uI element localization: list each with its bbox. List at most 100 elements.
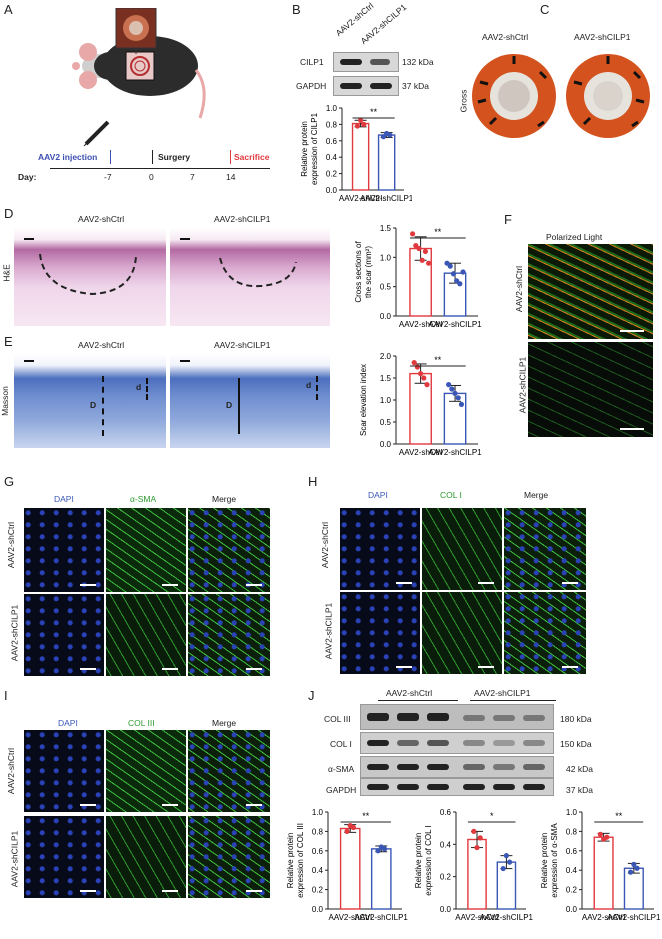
if-image [422,592,502,674]
data-point [634,865,640,871]
lane-group-label: AAV2-shCtrl [386,688,433,698]
group-label: AAV2-shCtrl [78,340,125,350]
y-tick-label: 0.4 [440,840,452,849]
y-tick-label: 0.6 [566,847,578,856]
x-tick-label: AAV2-shCILP1 [355,913,409,922]
masson-image-ctrl: D d [14,354,166,448]
panel-label-a: A [4,2,13,17]
day-tick: 0 [149,172,154,182]
if-image [188,816,270,898]
y-axis-label-line: Relative protein [414,833,423,889]
channel-label: DAPI [54,494,74,504]
row-label: AAV2-shCILP1 [323,602,334,660]
data-point [344,828,350,834]
data-point [631,861,637,867]
x-tick-label: AAV2-shCtrl [399,448,443,457]
bar [496,861,517,910]
x-tick-label: AAV2-shCtrl [339,194,383,203]
x-tick-label: AAV2-shCILP1 [607,913,661,922]
data-point [422,248,428,255]
y-tick-label: 0.0 [326,186,338,195]
y-tick-label: 0.4 [566,866,578,875]
y-axis-label: Scar elevation index [359,364,368,436]
row-label: AAV2-shCtrl [320,521,331,569]
data-point [455,395,461,401]
data-point [604,834,610,840]
bar [339,827,361,910]
blot-row-label: α-SMA [328,764,355,774]
x-tick-label: AAV2-shCILP1 [480,913,534,922]
data-point [361,121,367,127]
data-point [474,844,480,851]
panel-label-f: F [504,212,512,227]
y-tick-label: 0.0 [380,312,392,321]
y-tick-label: 0.4 [312,866,324,875]
if-image [24,508,104,592]
y-axis-label-line: expression of CILP1 [310,112,319,185]
panel-label-b: B [292,2,301,17]
kda-label: 42 kDa [566,764,593,774]
y-axis-label-line: expression of COL III [296,823,305,898]
channel-label: COL I [440,490,462,500]
if-image [188,730,270,812]
y-tick-label: 1.0 [380,253,392,262]
x-tick-label: AAV2-shCtrl [455,913,499,922]
y-tick-label: 0.2 [326,170,338,179]
data-point [597,831,603,837]
group-label: AAV2-shCILP1 [214,214,271,224]
y-tick-label: 0.4 [326,153,338,162]
sig-label: ** [434,355,442,365]
data-point [426,260,432,266]
bar [370,848,392,910]
panel-label-e: E [4,334,13,349]
data-point [446,382,452,388]
if-image [504,592,586,674]
sig-label: ** [362,811,370,821]
he-image-ctrl [14,228,166,326]
sig-label: * [490,811,494,821]
stain-label-he: H&E [1,264,12,282]
data-point [416,245,422,252]
y-tick-label: 0.8 [326,120,338,129]
y-tick-label: 0.6 [440,808,452,817]
data-point [421,375,427,381]
data-point [424,382,430,388]
y-axis-label-line: the scar (mm²) [364,246,373,298]
y-axis-label: Relative proteinexpression of COL III [286,823,305,898]
y-tick-label: 1.0 [312,808,324,817]
day-tick: 14 [226,172,236,182]
y-tick-label: 0.0 [440,905,452,914]
data-point [477,835,483,841]
bar-chart-d: 0.0 0.5 1.0 1.5 Cross sections ofthe scar (m… [354,224,482,329]
panel-label-h: H [308,474,318,489]
data-point [380,134,387,140]
gross-group-label: AAV2-shCILP1 [574,32,631,42]
y-tick-label: 0.0 [380,440,392,449]
gross-photo-cilp1 [566,54,650,138]
y-tick-label: 1.0 [326,104,338,113]
panel-label-j: J [308,688,315,703]
y-tick-label: 0.6 [326,137,338,146]
x-tick-label: AAV2-shCtrl [582,913,626,922]
y-tick-label: 0.2 [440,873,452,882]
sig-label: ** [370,107,378,117]
blot-row-label: COL III [324,714,351,724]
bar-chart-j1: 0.0 0.2 0.4 0.6 0.8 1.0 Relative proteinexpres… [286,808,409,922]
if-image [106,594,186,676]
row-label: AAV2-shCtrl [514,265,525,313]
y-axis-label-line: Cross sections of [354,241,363,303]
data-point [418,371,424,377]
x-tick-label: AAV2-shCtrl [328,913,372,922]
surgery-label: Surgery [158,152,191,162]
y-tick-label: 0.2 [312,886,324,895]
blot-strip [333,52,399,72]
row-label: AAV2-shCILP1 [9,830,20,888]
bar [377,134,396,191]
data-point [503,853,509,859]
if-image [422,508,502,590]
if-image [504,508,586,590]
day-tick: -7 [104,172,112,182]
if-image [340,592,420,674]
panel-label-i: I [4,688,8,703]
data-point [447,263,453,269]
